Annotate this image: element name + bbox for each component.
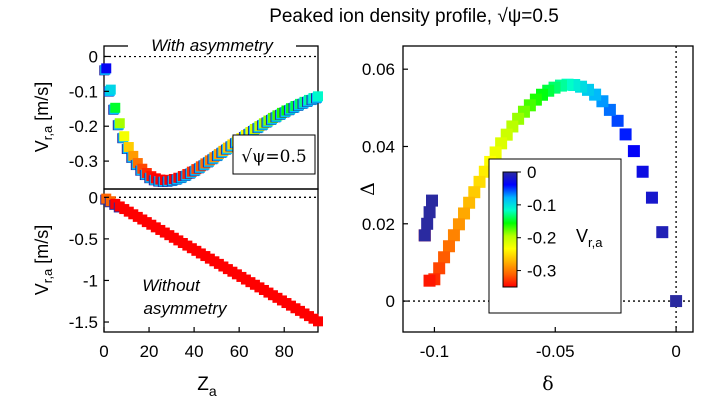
top-left-annotation-bg <box>128 34 296 56</box>
right-point <box>458 207 471 220</box>
bottom-left-y-tick-label: -1 <box>83 271 98 290</box>
right-point <box>473 175 486 188</box>
bottom-left-x-tick-label: 40 <box>185 342 204 361</box>
right-y-tick-label: 0 <box>386 292 395 311</box>
bottom-left-x-tick-label: 80 <box>275 342 294 361</box>
bottom-left-x-label-sub: a <box>209 383 217 399</box>
bottom-left-y-label-main: V <box>32 283 52 295</box>
right-point <box>636 165 649 178</box>
right-point <box>418 229 431 242</box>
right-point <box>489 146 502 159</box>
right-x-tick-label: -0.05 <box>536 342 575 361</box>
top-left-point <box>123 142 134 153</box>
panel-with-asymmetry: 0 -0.1 -0.2 -0.3 With asymmetry √ψ=0.5 Vr,a… <box>32 34 323 190</box>
bottom-left-point <box>313 316 323 327</box>
right-point <box>438 251 451 264</box>
bottom-left-y-label-sub: r,a <box>40 268 55 283</box>
bottom-left-y-label: Vr,a [m/s] <box>32 225 55 295</box>
bottom-left-annotation-line-1: Without <box>142 276 201 295</box>
bottom-left-y-label-unit: [m/s] <box>32 225 52 269</box>
colorbar-label-main: V <box>576 226 588 246</box>
inset-label: √ψ=0.5 <box>241 147 306 167</box>
bottom-left-x-tick-label: 20 <box>140 342 159 361</box>
right-point <box>426 194 438 207</box>
right-point <box>656 226 669 239</box>
colorbar-tick-label: 0 <box>527 163 536 182</box>
top-left-y-tick-label: -0.2 <box>69 117 98 136</box>
right-point <box>611 114 624 127</box>
top-left-y-label-sub: r,a <box>40 125 55 140</box>
right-point <box>433 262 446 275</box>
bottom-left-annotation: Without asymmetry <box>142 276 228 318</box>
colorbar-tick-label: -0.1 <box>527 196 556 215</box>
right-point <box>645 191 658 204</box>
top-left-y-tick-label: -0.1 <box>69 82 98 101</box>
right-point <box>500 128 513 141</box>
top-left-point <box>128 150 139 161</box>
right-x-label: δ <box>542 373 553 395</box>
right-point <box>495 137 508 150</box>
right-point <box>452 218 465 231</box>
right-x-tick-label: -0.1 <box>420 342 449 361</box>
right-point <box>442 240 455 253</box>
right-x-ticks: -0.1 -0.05 0 <box>420 327 681 361</box>
right-point <box>421 217 434 230</box>
right-series <box>418 78 683 308</box>
top-left-y-label-unit: [m/s] <box>32 82 52 126</box>
bottom-left-y-tick-label: 0 <box>89 188 98 207</box>
panel-without-asymmetry: 0 -0.5 -1 -1.5 0 20 40 60 80 Without asymmetry V… <box>32 188 323 399</box>
right-y-tick-label: 0.04 <box>362 137 395 156</box>
right-axes-frame <box>402 45 694 333</box>
panel-delta-vs-delta: 0 0.02 0.04 0.06 -0.1 -0.05 0 δ Δ 0 -0.1 -0.2 -0… <box>357 45 694 395</box>
colorbar-tick-label: -0.3 <box>527 262 556 281</box>
bottom-left-y-ticks: 0 -0.5 -1 -1.5 <box>69 188 109 332</box>
top-left-y-label: Vr,a [m/s] <box>32 82 55 152</box>
top-left-point <box>114 118 125 129</box>
bottom-left-x-tick-label: 60 <box>230 342 249 361</box>
inset-box <box>232 134 316 175</box>
right-y-ticks: 0 0.02 0.04 0.06 <box>362 60 408 311</box>
colorbar-label: Vr,a <box>576 226 603 250</box>
right-x-tick-label: 0 <box>671 342 680 361</box>
bottom-left-y-tick-label: -1.5 <box>69 313 98 332</box>
colorbar-tick-label: -0.2 <box>527 229 556 248</box>
figure-title: Peaked ion density profile, √ψ=0.5 <box>269 6 559 27</box>
right-y-tick-label: 0.02 <box>362 215 395 234</box>
top-left-point <box>110 102 121 113</box>
right-y-label: Δ <box>357 182 379 196</box>
right-point <box>478 165 491 178</box>
right-point <box>670 295 683 308</box>
top-left-point <box>101 63 112 74</box>
bottom-left-x-tick-label: 0 <box>99 342 108 361</box>
right-point <box>627 145 640 158</box>
top-left-point <box>119 131 130 142</box>
right-point <box>447 229 460 242</box>
bottom-left-x-label: Za <box>197 374 217 399</box>
top-left-annotation: With asymmetry <box>151 36 274 55</box>
right-point <box>619 128 632 141</box>
right-point <box>468 186 481 199</box>
bottom-left-x-ticks: 0 20 40 60 80 <box>99 327 294 361</box>
colorbar-label-sub: r,a <box>588 235 603 250</box>
bottom-left-x-label-main: Z <box>197 374 209 395</box>
bottom-left-annotation-line-2: asymmetry <box>143 299 228 318</box>
bottom-left-series <box>100 193 323 327</box>
right-y-tick-label: 0.06 <box>362 60 395 79</box>
top-left-point <box>313 91 323 102</box>
top-left-series <box>99 63 323 188</box>
colorbar <box>502 171 518 288</box>
top-left-point <box>132 158 143 169</box>
right-point <box>463 196 476 209</box>
right-point <box>423 206 436 219</box>
top-left-y-ticks: 0 -0.1 -0.2 -0.3 <box>69 47 109 171</box>
top-left-y-tick-label: -0.3 <box>69 152 98 171</box>
bottom-left-axes-frame <box>103 188 319 333</box>
right-point <box>423 274 436 287</box>
colorbar-ticks: 0 -0.1 -0.2 -0.3 <box>517 163 556 281</box>
top-left-y-tick-label: 0 <box>89 47 98 66</box>
top-left-y-label-main: V <box>32 140 52 152</box>
top-left-point <box>105 84 116 95</box>
bottom-left-y-tick-label: -0.5 <box>69 230 98 249</box>
